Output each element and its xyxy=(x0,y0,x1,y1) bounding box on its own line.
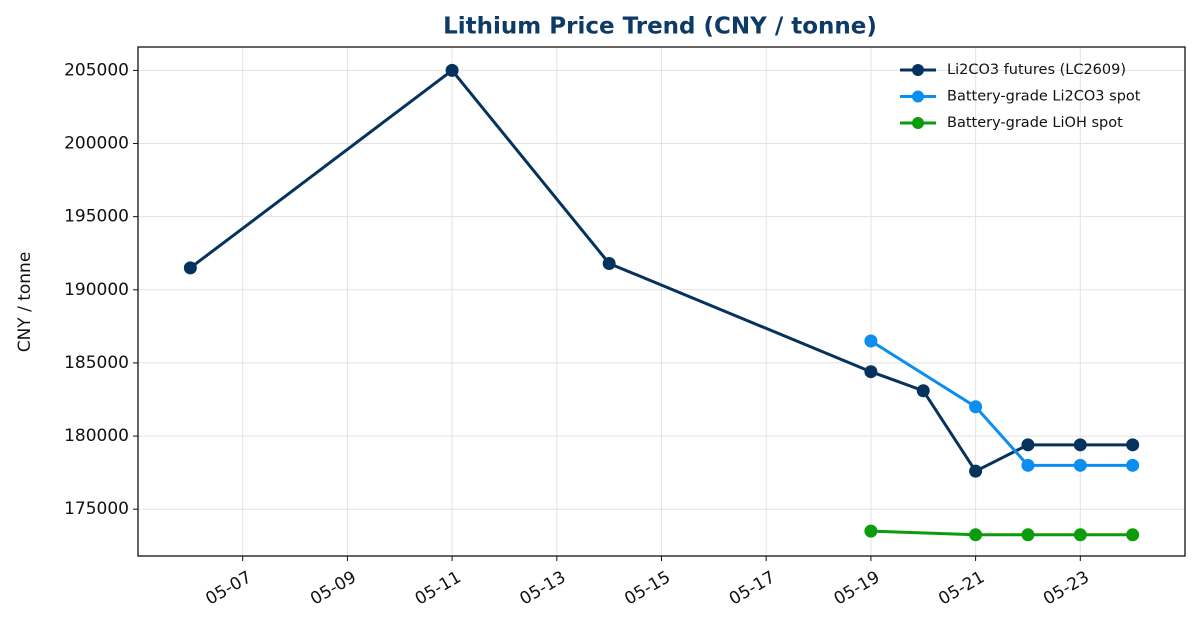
plot-frame xyxy=(137,46,1186,557)
data-point xyxy=(1126,458,1140,472)
legend-label: Battery-grade LiOH spot xyxy=(947,115,1123,131)
y-tick-label: 190000 xyxy=(64,280,129,300)
x-tick-label: 05-09 xyxy=(307,567,360,609)
x-tick-label: 05-15 xyxy=(621,567,674,609)
legend-marker xyxy=(912,117,924,129)
data-point xyxy=(969,464,983,478)
legend-label: Battery-grade Li2CO3 spot xyxy=(947,89,1141,105)
legend-marker xyxy=(912,64,924,76)
y-tick-label: 180000 xyxy=(64,426,129,446)
x-tick-label: 05-13 xyxy=(517,567,570,609)
data-point xyxy=(1073,458,1087,472)
x-tick-label: 05-23 xyxy=(1040,567,1093,609)
x-tick-label: 05-19 xyxy=(831,567,884,609)
data-point xyxy=(864,365,878,379)
chart-title: Lithium Price Trend (CNY / tonne) xyxy=(443,14,877,40)
data-point xyxy=(864,334,878,348)
legend-label: Li2CO3 futures (LC2609) xyxy=(947,62,1126,78)
y-tick-label: 195000 xyxy=(64,207,129,227)
data-point xyxy=(1126,438,1140,452)
x-tick-label: 05-07 xyxy=(202,567,255,609)
data-point xyxy=(1073,528,1087,542)
series-line xyxy=(870,529,1133,537)
y-tick-label: 185000 xyxy=(64,353,129,373)
data-point xyxy=(1021,528,1035,542)
x-tick-label: 05-17 xyxy=(726,567,779,609)
data-point xyxy=(916,384,930,398)
y-tick-label: 205000 xyxy=(64,60,129,80)
data-point xyxy=(183,261,197,275)
y-tick-label: 200000 xyxy=(64,134,129,154)
data-point xyxy=(602,256,616,270)
y-tick-label: 175000 xyxy=(64,499,129,519)
legend-marker xyxy=(912,90,924,103)
data-point xyxy=(1073,438,1087,452)
data-point xyxy=(1126,528,1140,542)
series-line xyxy=(870,339,1133,467)
data-point xyxy=(445,63,459,77)
y-axis-label: CNY / tonne xyxy=(15,252,35,353)
data-point xyxy=(1021,438,1035,452)
data-point xyxy=(1021,458,1035,472)
x-tick-label: 05-21 xyxy=(935,567,988,609)
data-point xyxy=(969,400,983,414)
data-point xyxy=(969,528,983,542)
x-tick-label: 05-11 xyxy=(412,567,465,609)
data-point xyxy=(864,524,878,538)
